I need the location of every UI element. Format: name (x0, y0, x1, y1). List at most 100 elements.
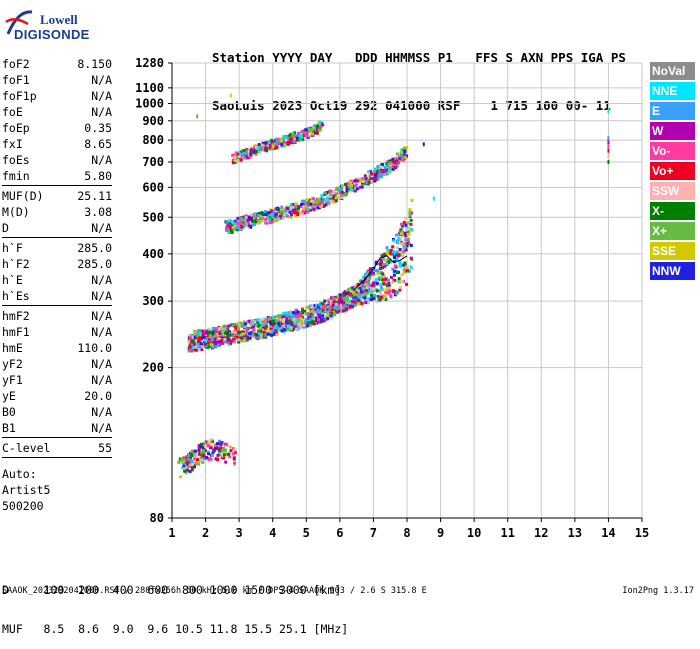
echo-point (202, 454, 206, 458)
param-name: hmF2 (2, 309, 30, 323)
echo-point (259, 143, 263, 147)
echo-point (271, 142, 275, 146)
echo-point (183, 457, 187, 461)
echo-point (219, 342, 223, 346)
echo-point (348, 304, 352, 308)
ionogram-chart: 1 2 3 4 5 6 7 8 9 10 11 12 13 14 158020030040050060070… (135, 56, 649, 540)
echo-point (198, 337, 202, 341)
echo-point (228, 225, 232, 229)
echo-point (358, 279, 362, 283)
echo-point (184, 457, 188, 461)
param-row-hf: h`F 285.0 (2, 240, 112, 256)
echo-point (204, 329, 208, 333)
echo-point (382, 170, 386, 174)
echo-point (230, 330, 234, 334)
echo-point (382, 253, 386, 257)
echo-point (236, 219, 240, 223)
echo-point (370, 172, 374, 176)
echo-point (304, 320, 308, 324)
echo-point (240, 324, 244, 328)
echo-point (225, 442, 229, 446)
param-name: h`F2 (2, 257, 30, 271)
echo-point (402, 271, 406, 275)
echo-point (270, 209, 274, 213)
echo-point (273, 218, 277, 222)
echo-point (381, 266, 385, 270)
echo-point (203, 441, 207, 445)
echo-point (305, 130, 309, 134)
echo-point (340, 190, 344, 194)
echo-point (232, 340, 236, 344)
echo-point (215, 442, 219, 446)
y-tick-label: 1000 (135, 97, 164, 111)
echo-point (381, 275, 385, 279)
echo-point (245, 330, 249, 334)
echo-point (397, 160, 401, 164)
echo-point (330, 296, 334, 300)
echo-point (256, 214, 260, 218)
software-version: Ion2Png 1.3.17 (622, 586, 694, 596)
echo-point (193, 449, 197, 453)
echo-point (325, 191, 329, 195)
echo-point (318, 312, 322, 316)
echo-point (368, 177, 372, 181)
echo-point (299, 135, 303, 139)
param-row-he: h`E N/A (2, 272, 112, 288)
echo-point (318, 303, 322, 307)
echo-point (211, 330, 215, 334)
echo-point (364, 279, 368, 283)
echo-point (353, 179, 357, 183)
echo-point (233, 448, 237, 452)
echo-point (341, 309, 345, 313)
echo-point (197, 448, 201, 452)
echo-point (406, 221, 410, 225)
echo-point (315, 303, 319, 307)
echo-point (257, 329, 261, 333)
echo-point (307, 133, 311, 137)
x-tick-label: 15 (635, 526, 649, 540)
echo-point (375, 268, 379, 272)
echo-point (203, 335, 207, 339)
legend-item-x: X+ (650, 222, 695, 240)
echo-point (327, 195, 331, 199)
echo-point (237, 324, 241, 328)
echo-point (314, 316, 318, 320)
echo-point (376, 165, 380, 169)
echo-point (294, 327, 298, 331)
echo-point (363, 287, 367, 291)
echo-point (244, 320, 248, 324)
echo-point (201, 329, 205, 333)
echo-point (279, 208, 283, 212)
echo-point (269, 322, 273, 326)
echo-point (373, 294, 377, 298)
echo-point (254, 335, 258, 339)
echo-point (367, 180, 371, 184)
echo-point (266, 216, 270, 220)
param-value: 285.0 (77, 257, 112, 271)
echo-point (288, 319, 292, 323)
echo-point (392, 239, 396, 243)
echo-point (211, 336, 215, 340)
echo-point (313, 206, 317, 210)
echo-point (395, 164, 399, 168)
echo-point (205, 456, 209, 460)
echo-point (243, 322, 247, 326)
echo-point (299, 204, 303, 208)
param-row-mufd: MUF(D) 25.11 (2, 188, 112, 204)
echo-point (368, 289, 372, 293)
echo-point (399, 232, 403, 236)
x-tick-label: 11 (500, 526, 514, 540)
echo-point (388, 286, 392, 290)
y-tick-label: 800 (142, 133, 164, 147)
echo-point (368, 273, 372, 277)
echo-point (190, 343, 194, 347)
echo-point (280, 320, 284, 324)
echo-point (405, 228, 409, 232)
echo-point (223, 337, 227, 341)
param-value: 8.65 (84, 137, 112, 151)
echo-point (380, 162, 384, 166)
echo-point (326, 303, 330, 307)
echo-point (389, 163, 393, 167)
echo-point (337, 186, 341, 190)
echo-point (379, 291, 383, 295)
